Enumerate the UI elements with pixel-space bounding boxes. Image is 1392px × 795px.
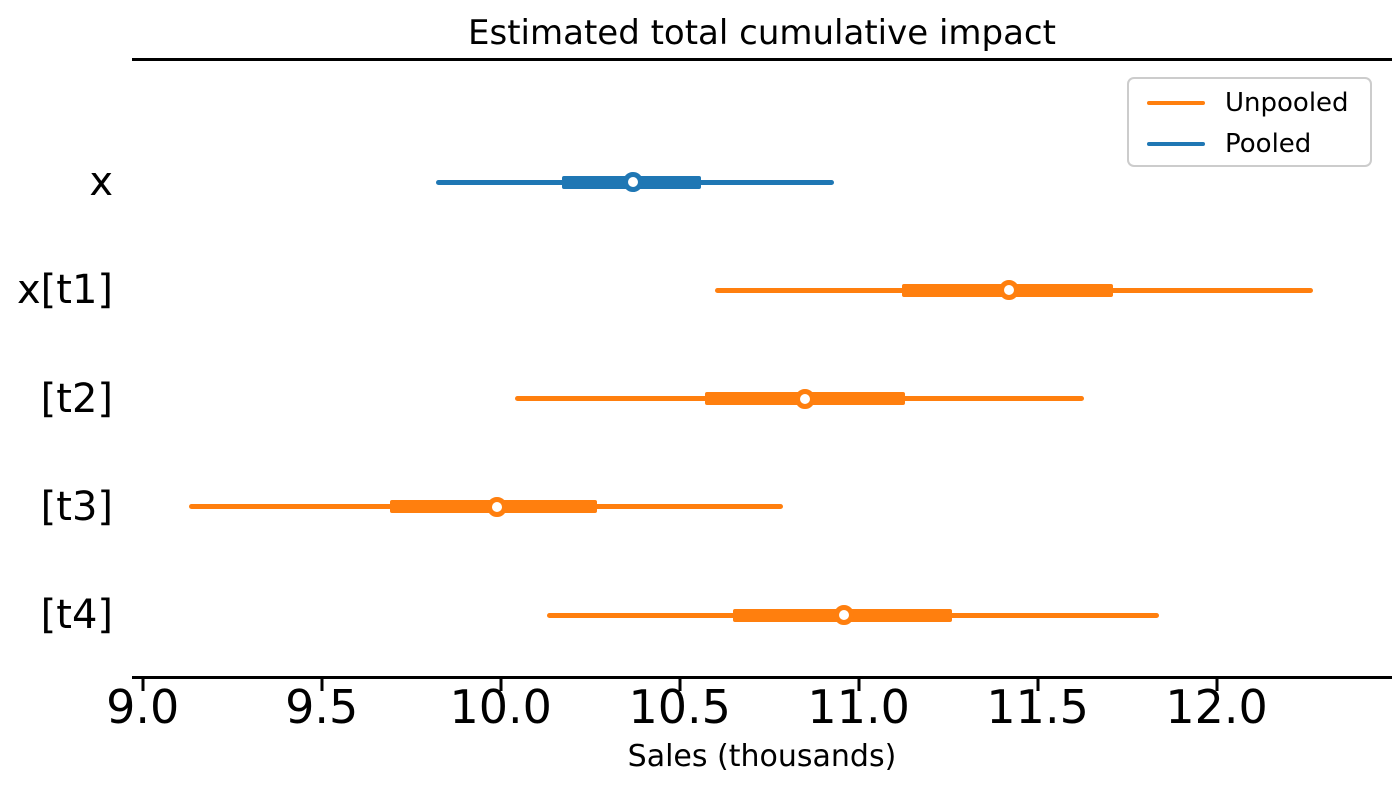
legend-label: Unpooled	[1225, 88, 1349, 118]
chart-title: Estimated total cumulative impact	[468, 13, 1056, 53]
legend-label: Pooled	[1225, 129, 1312, 159]
median-marker	[834, 605, 855, 625]
row-label: [t2]	[40, 375, 113, 422]
median-marker	[623, 172, 644, 192]
x-tick	[678, 679, 682, 691]
x-tick-label: 11.5	[986, 680, 1089, 734]
x-tick-label: 12.0	[1165, 680, 1268, 734]
top-spine	[132, 58, 1392, 61]
bottom-spine	[132, 676, 1392, 679]
x-tick	[141, 679, 145, 691]
row-label: [t4]	[40, 592, 113, 638]
legend: Unpooled Pooled	[1127, 77, 1372, 167]
x-tick	[857, 679, 861, 691]
legend-line-swatch	[1147, 142, 1205, 146]
x-tick-label: 11.0	[807, 680, 910, 734]
x-tick	[499, 679, 503, 691]
row-label: x[t1]	[16, 267, 113, 314]
median-marker	[998, 280, 1019, 301]
x-tick-label: 10.0	[449, 680, 552, 734]
row-label: x	[89, 159, 113, 205]
x-tick-label: 9.5	[285, 680, 359, 734]
x-axis-label: Sales (thousands)	[627, 739, 897, 774]
row-label: [t3]	[40, 483, 113, 530]
median-marker	[487, 496, 508, 517]
x-tick-label: 10.5	[628, 680, 731, 734]
median-marker	[794, 388, 815, 409]
x-tick	[320, 679, 324, 691]
legend-line-swatch	[1147, 101, 1205, 105]
x-tick-label: 9.0	[106, 680, 180, 734]
x-tick	[1036, 679, 1040, 691]
legend-item: Unpooled	[1129, 83, 1370, 123]
x-tick	[1215, 679, 1219, 691]
legend-item: Pooled	[1129, 124, 1370, 164]
